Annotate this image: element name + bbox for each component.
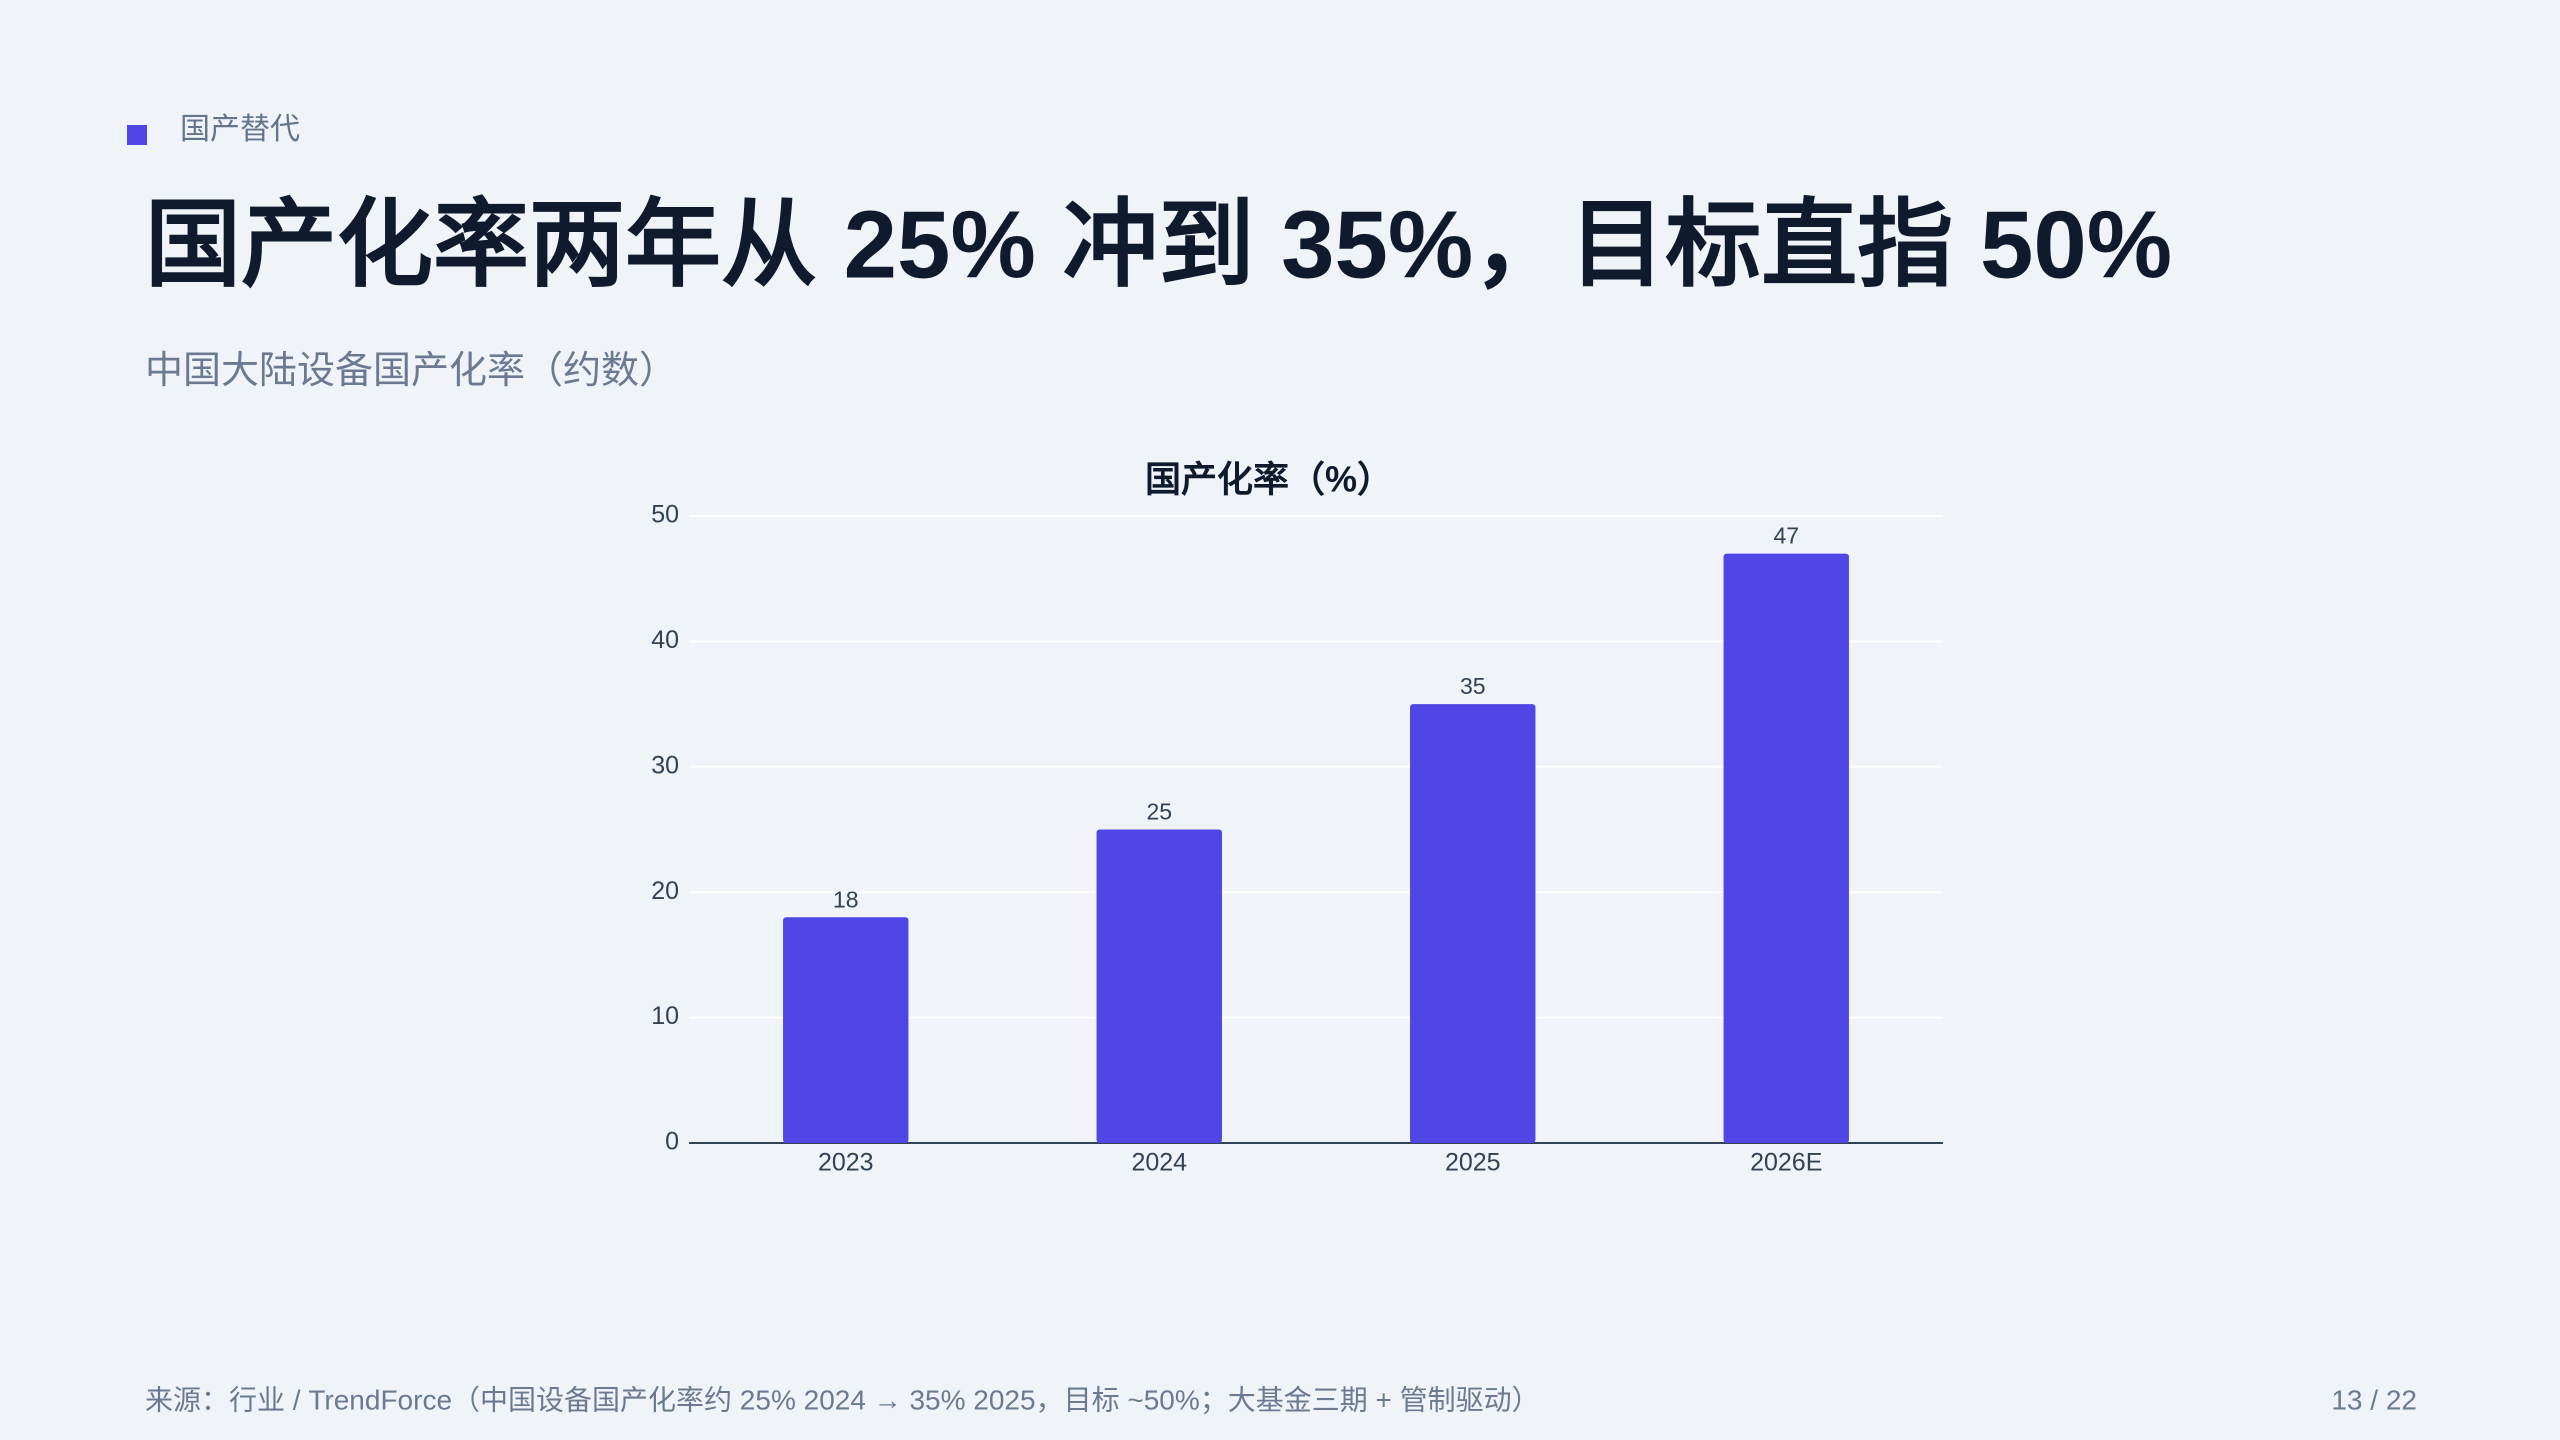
y-tick-label: 20 (651, 877, 679, 905)
y-tick-label: 50 (651, 501, 679, 529)
y-tick-label: 40 (651, 626, 679, 654)
slide-title: 国产化率两年从 25% 冲到 35%，目标直指 50% (145, 191, 2172, 298)
source: 来源：行业 / TrendForce（中国设备国产化率约 25% 2024 → … (145, 1384, 1540, 1415)
y-tick-label: 0 (665, 1128, 679, 1156)
value-label: 25 (1146, 799, 1172, 825)
y-tick-label: 10 (651, 1002, 679, 1030)
tag: 国产替代 (180, 113, 300, 146)
x-tick-label: 2023 (818, 1149, 874, 1177)
bar (783, 917, 909, 1143)
bar (1096, 829, 1222, 1143)
x-tick-label: 2024 (1131, 1149, 1187, 1177)
value-label: 47 (1773, 523, 1799, 549)
x-tick-label: 2025 (1445, 1149, 1501, 1177)
value-label: 18 (833, 886, 859, 912)
subtitle: 中国大陆设备国产化率（约数） (145, 350, 677, 392)
page-number: 13 / 22 (2331, 1384, 2417, 1415)
x-tick-label: 2026E (1750, 1149, 1822, 1177)
value-label: 35 (1460, 673, 1486, 699)
bar (1410, 704, 1536, 1143)
chart-title: 国产化率（%） (1145, 459, 1393, 500)
bar (1723, 553, 1849, 1143)
y-tick-label: 30 (651, 751, 679, 779)
tag-square (127, 125, 147, 145)
